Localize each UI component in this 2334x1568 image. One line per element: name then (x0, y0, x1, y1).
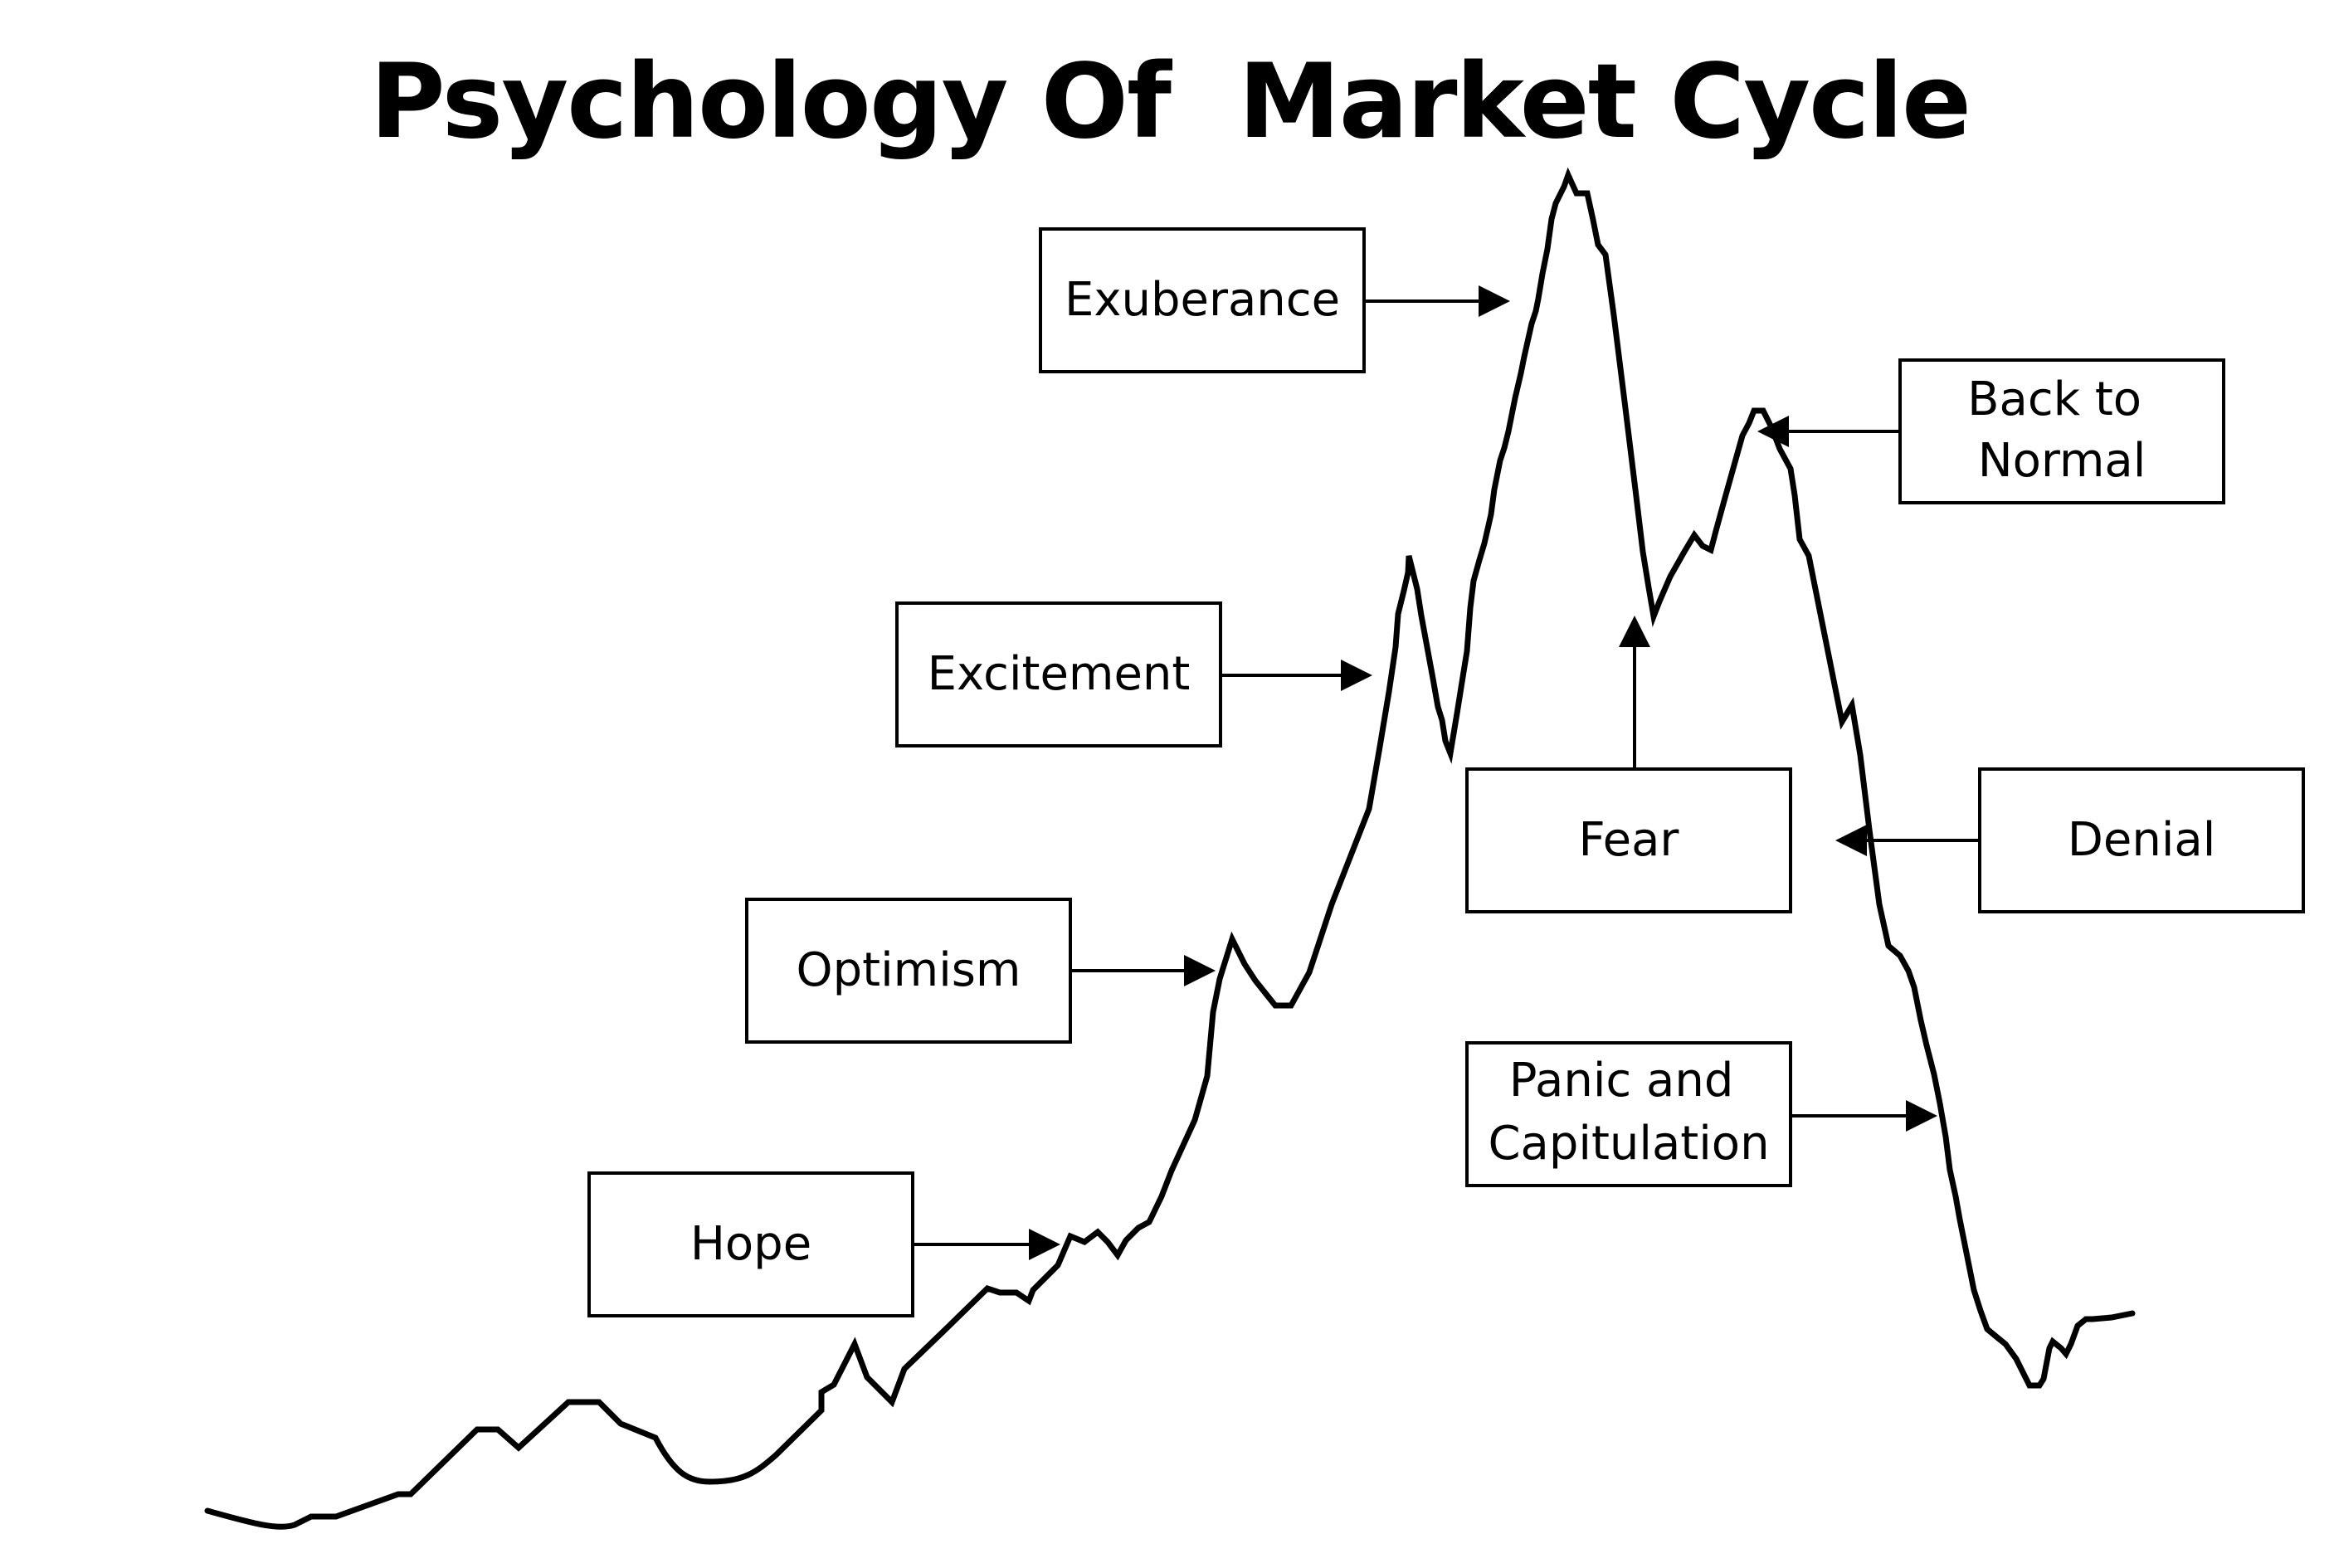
fear-arrow-head (1619, 616, 1650, 647)
hope-box (587, 1171, 914, 1317)
panic-and-capitulation-arrow-head (1906, 1100, 1937, 1132)
market-cycle-curve (204, 167, 2136, 1530)
back-to-normal-arrow-head (1757, 416, 1789, 447)
diagram-title: Psychology Of Market Cycle (370, 42, 1970, 162)
fear-box (1465, 767, 1792, 913)
panic-and-capitulation-label: Panic and Capitulation (1488, 1054, 1769, 1171)
optimism-arrow-head (1184, 955, 1216, 986)
denial-box (1978, 767, 2305, 913)
panic-and-capitulation-line-2: Capitulation (1488, 1117, 1769, 1171)
optimism-box (745, 898, 1072, 1044)
denial-arrow-head (1835, 825, 1867, 856)
panic-and-capitulation-line-1: Panic and (1509, 1054, 1734, 1108)
hope-label: Hope (690, 1217, 811, 1271)
exuberance-label: Exuberance (1065, 273, 1340, 327)
denial-label: Denial (2068, 813, 2216, 867)
exuberance-box (1039, 227, 1366, 373)
hope-arrow-head (1029, 1229, 1060, 1260)
optimism-label: Optimism (797, 943, 1021, 997)
back-to-normal-label: Back to Normal (1967, 373, 2156, 488)
exuberance-arrow-head (1479, 285, 1510, 317)
back-to-normal-line-2: Normal (1978, 434, 2146, 488)
excitement-label: Excitement (928, 647, 1191, 701)
excitement-box (895, 601, 1222, 747)
fear-label: Fear (1579, 813, 1680, 867)
back-to-normal-line-1: Back to (1967, 373, 2142, 426)
excitement-arrow-head (1341, 660, 1372, 691)
back-to-normal-box (1898, 358, 2225, 504)
